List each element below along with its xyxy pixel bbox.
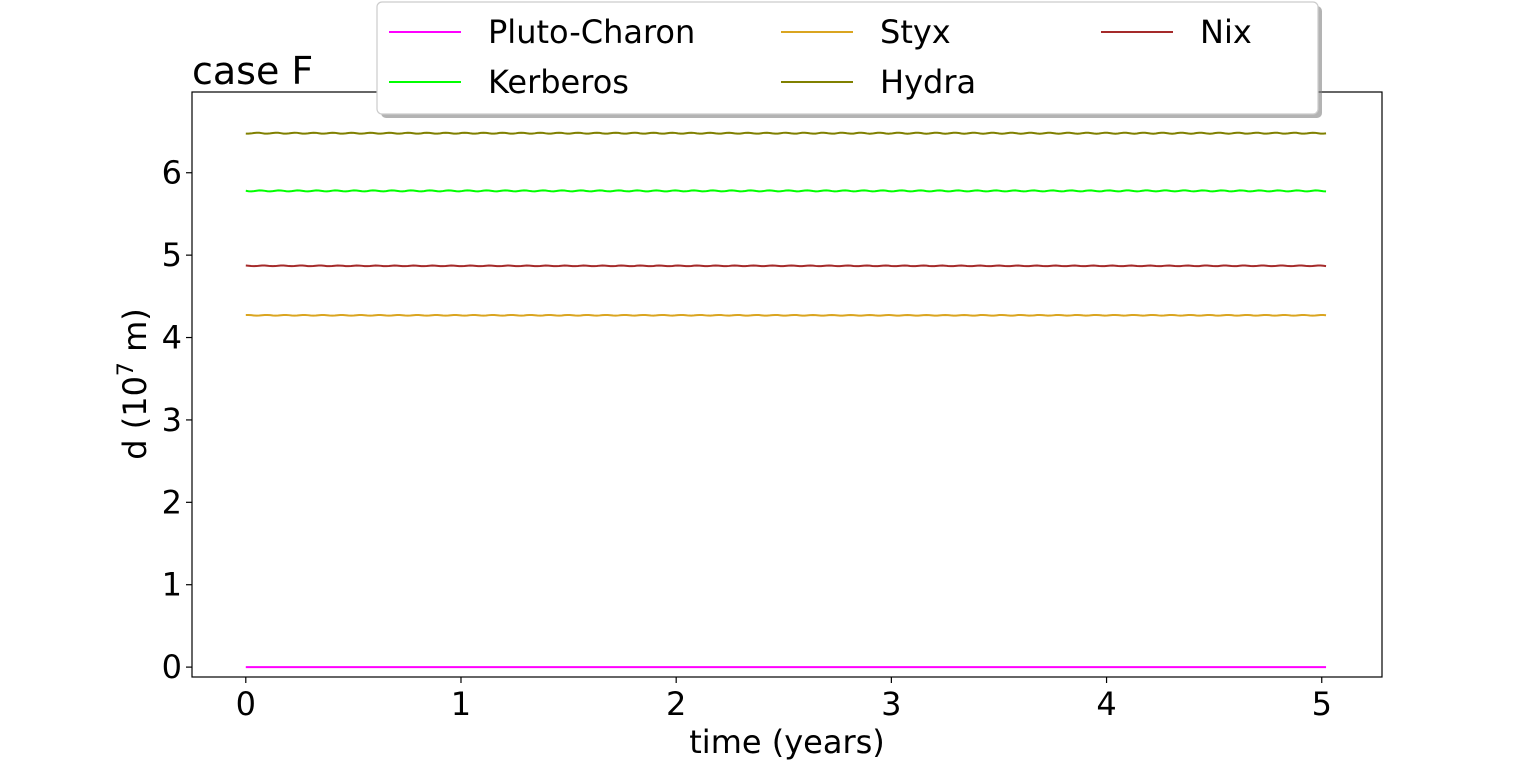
y-axis-label-main: d (10 [116, 376, 154, 460]
series-line-styx [245, 313, 1327, 317]
y-axis-label-unit: m) [116, 308, 154, 362]
y-axis-label: d (107 m) [114, 308, 154, 460]
y-tick-label: 6 [162, 154, 182, 192]
x-tick-label: 4 [1096, 685, 1116, 723]
y-tick-label: 3 [162, 401, 182, 439]
y-tick-label: 2 [162, 483, 182, 521]
x-axis-ticks: 0 1 2 3 4 5 [236, 677, 1332, 723]
legend-label-nix: Nix [1200, 13, 1252, 51]
legend-label-kerberos: Kerberos [488, 63, 629, 101]
legend-label-pluto-charon: Pluto-Charon [488, 13, 695, 51]
x-tick-label: 2 [666, 685, 686, 723]
y-tick-label: 5 [162, 236, 182, 274]
series-line-kerberos [245, 189, 1327, 193]
y-axis-label-exponent: 7 [114, 362, 139, 376]
legend-label-styx: Styx [880, 13, 951, 51]
series-line-nix [245, 264, 1327, 268]
y-tick-label: 1 [162, 566, 182, 604]
y-tick-label: 4 [162, 319, 182, 357]
x-tick-label: 0 [236, 685, 256, 723]
x-tick-label: 3 [881, 685, 901, 723]
plot-frame [191, 91, 1383, 678]
chart-title: case F [192, 49, 313, 93]
legend: Pluto-Charon Styx Nix Kerberos Hydra [376, 1, 1322, 118]
legend-label-hydra: Hydra [880, 63, 976, 101]
x-tick-label: 1 [451, 685, 471, 723]
x-axis-label: time (years) [689, 723, 885, 761]
y-tick-label: 0 [162, 648, 182, 686]
legend-box [376, 1, 1319, 115]
series-layer [245, 131, 1327, 669]
legend-items: Pluto-Charon Styx Nix Kerberos Hydra [389, 13, 1252, 101]
y-axis-ticks: 0 1 2 3 4 5 6 [162, 154, 192, 686]
series-line-hydra [245, 131, 1327, 135]
x-tick-label: 5 [1312, 685, 1332, 723]
